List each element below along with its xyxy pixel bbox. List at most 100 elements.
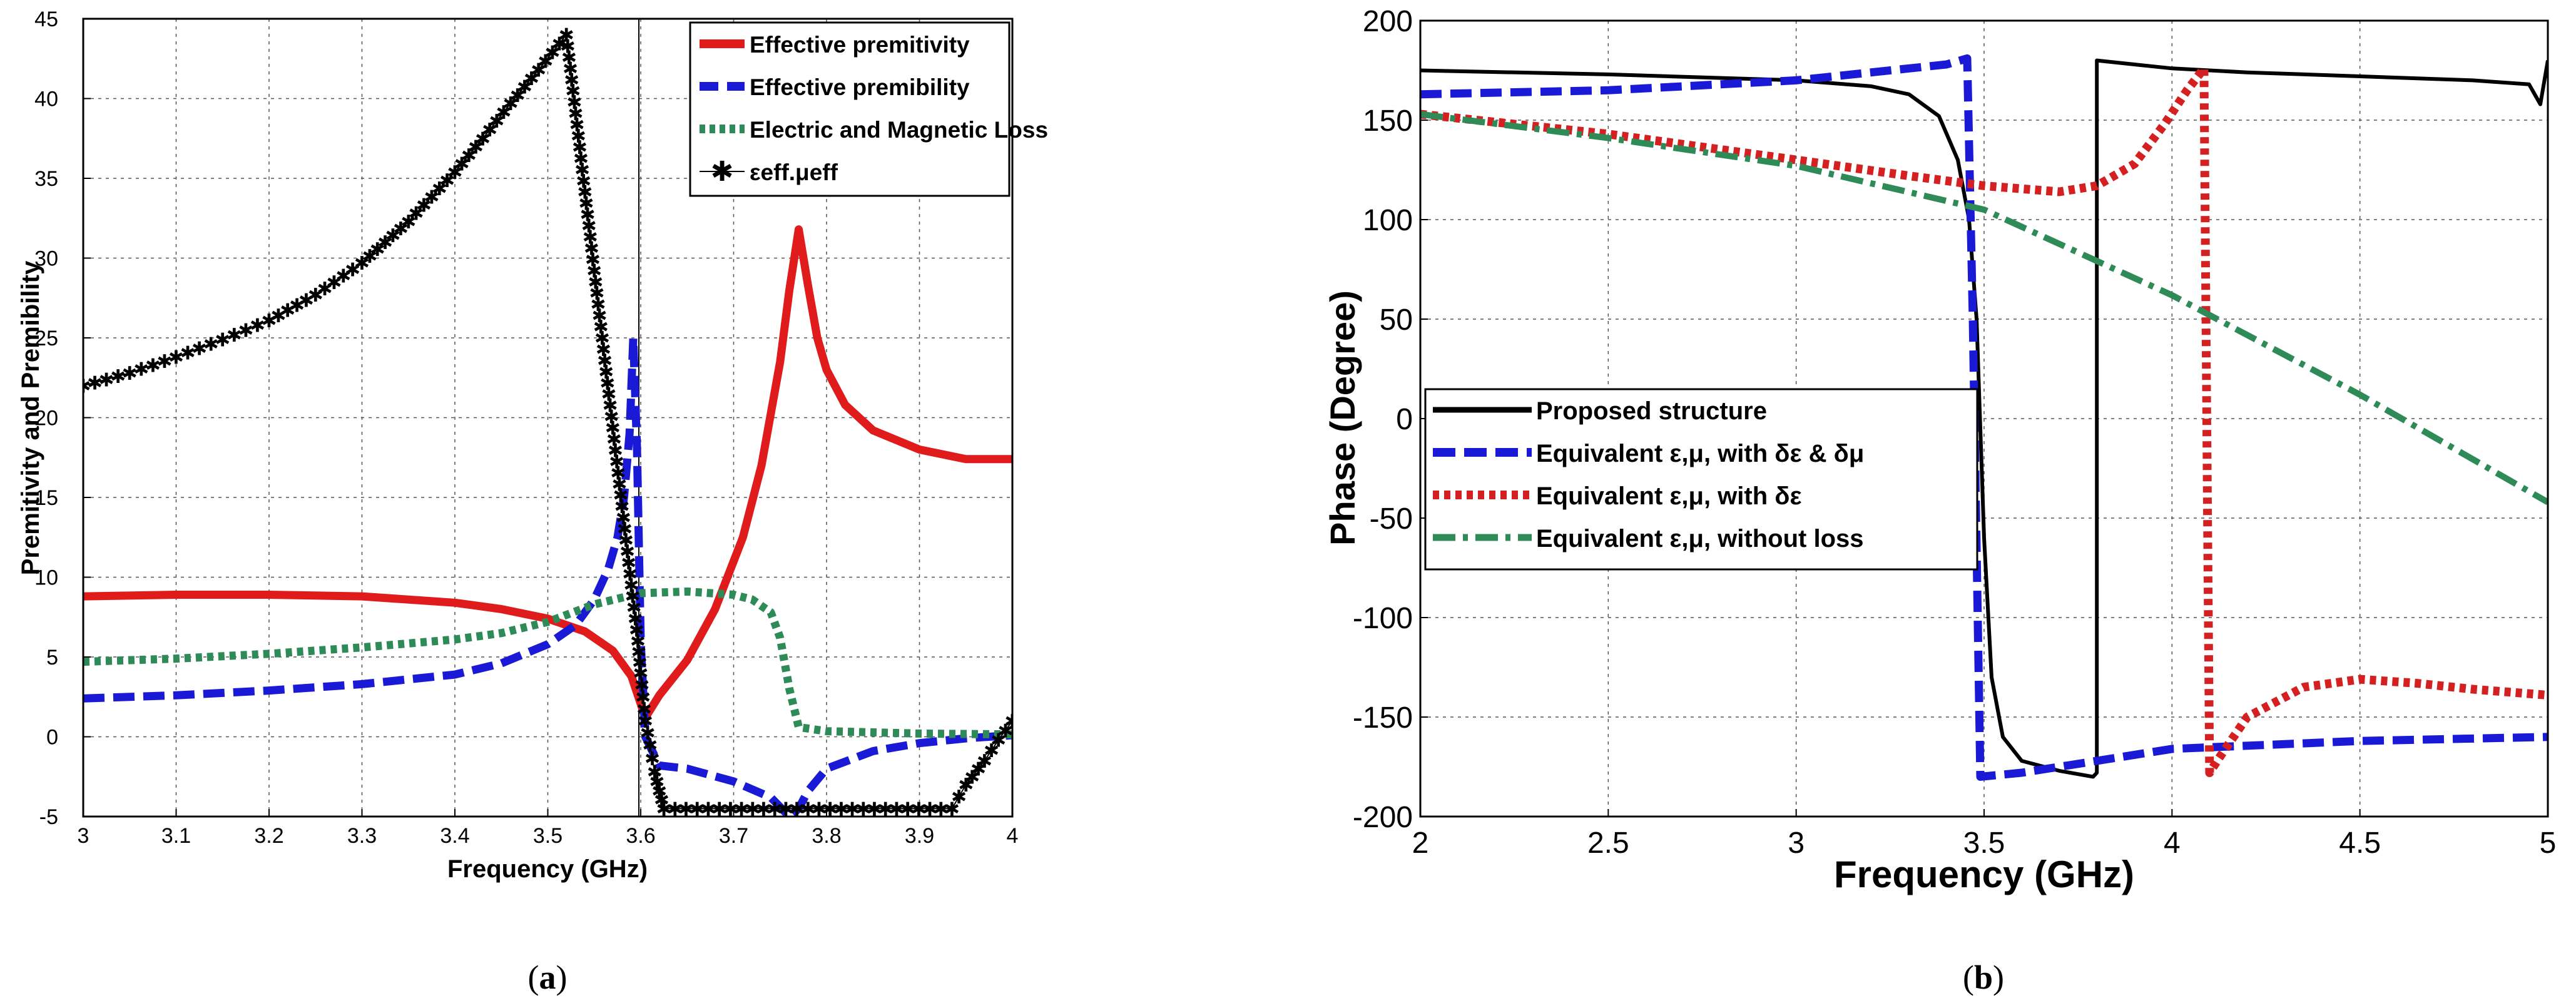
star-marker: ✱ <box>496 103 511 123</box>
star-marker: ✱ <box>958 775 974 796</box>
legend-star-icon: ✱ <box>711 156 734 187</box>
star-marker: ✱ <box>573 149 589 170</box>
star-marker: ✱ <box>654 790 669 811</box>
x-tick-label-b: 2 <box>1412 827 1429 860</box>
y-tick-label-b: 200 <box>1363 5 1413 38</box>
star-marker: ✱ <box>439 171 455 191</box>
x-tick-label-b: 2.5 <box>1587 827 1629 860</box>
star-marker: ✱ <box>568 104 583 125</box>
x-tick-label-a: 4 <box>1007 824 1019 848</box>
series-line-b-1 <box>1420 54 2548 781</box>
y-tick-label-b: 100 <box>1363 204 1413 237</box>
star-marker: ✱ <box>180 344 196 364</box>
star-marker: ✱ <box>745 799 760 820</box>
star-marker: ✱ <box>566 93 582 113</box>
star-marker: ✱ <box>944 799 960 820</box>
star-marker: ✱ <box>667 799 683 820</box>
star-marker: ✱ <box>598 362 614 383</box>
star-marker: ✱ <box>651 782 667 802</box>
star-marker: ✱ <box>87 373 103 394</box>
legend-label-eq-both: Equivalent ε,μ, with δε & δμ <box>1536 440 1864 467</box>
star-marker: ✱ <box>613 486 628 506</box>
star-marker: ✱ <box>878 799 893 820</box>
star-marker: ✱ <box>618 531 634 551</box>
star-marker: ✱ <box>690 799 705 820</box>
star-marker: ✱ <box>604 407 619 428</box>
star-marker: ✱ <box>593 317 609 338</box>
x-tick-label-a: 3.6 <box>626 824 655 848</box>
y-ticks-a: -5 0 5 10 15 20 25 30 35 40 45 <box>34 8 91 829</box>
star-marker: ✱ <box>789 799 805 820</box>
star-marker: ✱ <box>617 519 633 540</box>
star-marker: ✱ <box>308 285 323 306</box>
x-tick-label-a: 3 <box>78 824 89 848</box>
legend-label-effective-premibility: Effective premibility <box>750 74 970 100</box>
star-marker: ✱ <box>636 700 652 720</box>
star-marker: ✱ <box>588 272 603 293</box>
star-marker: ✱ <box>489 111 504 132</box>
star-marker: ✱ <box>592 306 608 327</box>
star-marker: ✱ <box>970 760 986 780</box>
legend-box-a <box>689 21 1011 197</box>
legend-label-loss: Electric and Magnetic Loss <box>750 117 1048 143</box>
star-marker: ✱ <box>191 339 207 360</box>
legend-label-eq-de: Equivalent ε,μ, with δε <box>1536 482 1802 510</box>
y-tick-label-b: -200 <box>1353 801 1413 834</box>
series-group-b <box>1420 54 2548 781</box>
star-marker: ✱ <box>503 94 519 115</box>
x-ticks-a: 3 3.1 3.2 3.3 3.4 3.5 3.6 3.7 3.8 3.9 4 <box>78 809 1019 848</box>
star-marker: ✱ <box>552 34 568 55</box>
star-marker: ✱ <box>578 194 594 215</box>
y-tick-label-b: 150 <box>1363 104 1413 138</box>
star-marker: ✱ <box>642 735 658 756</box>
legend-b: Proposed structure Equivalent ε,μ, with … <box>1424 388 1978 571</box>
star-marker: ✱ <box>560 36 576 57</box>
star-marker: ✱ <box>619 542 635 563</box>
star-marker: ✱ <box>583 228 598 248</box>
x-tick-label-b: 4 <box>2164 827 2181 860</box>
star-marker: ✱ <box>564 70 579 91</box>
star-marker: ✱ <box>99 370 115 390</box>
star-marker: ✱ <box>911 799 927 820</box>
star-marker: ✱ <box>622 564 638 585</box>
star-marker: ✱ <box>335 267 351 287</box>
star-marker: ✱ <box>409 204 424 225</box>
star-marker: ✱ <box>424 187 439 208</box>
legend-box-b <box>1424 388 1978 571</box>
star-marker: ✱ <box>576 171 591 192</box>
star-marker: ✱ <box>984 741 999 761</box>
star-marker: ✱ <box>626 598 642 619</box>
star-marker: ✱ <box>475 129 491 150</box>
x-tick-label-a: 3.5 <box>533 824 563 848</box>
star-marker: ✱ <box>630 632 646 653</box>
legend-label-effective-premitivity: Effective premitivity <box>750 32 970 58</box>
series-group-a: ✱✱✱✱✱✱✱✱✱✱✱✱✱✱✱✱✱✱✱✱✱✱✱✱✱✱✱✱✱✱✱✱✱✱✱✱✱✱✱✱… <box>83 26 1012 820</box>
x-tick-label-b: 4.5 <box>2339 827 2381 860</box>
star-marker: ✱ <box>632 653 648 674</box>
series-line-b-2 <box>1420 64 2548 777</box>
star-marker: ✱ <box>711 799 727 820</box>
star-marker: ✱ <box>606 430 622 451</box>
legend-label-proposed: Proposed structure <box>1536 397 1767 425</box>
star-marker: ✱ <box>586 261 602 282</box>
star-marker: ✱ <box>280 301 295 322</box>
star-marker: ✱ <box>145 355 161 376</box>
star-marker: ✱ <box>631 643 646 663</box>
x-tick-label-a: 3.1 <box>161 824 191 848</box>
star-marker: ✱ <box>447 163 462 183</box>
star-marker: ✱ <box>635 688 651 708</box>
star-marker: ✱ <box>596 340 611 360</box>
star-marker: ✱ <box>574 160 590 181</box>
star-marker: ✱ <box>590 295 606 315</box>
star-marker: ✱ <box>628 609 643 630</box>
star-marker: ✱ <box>580 205 596 226</box>
star-marker: ✱ <box>756 799 771 820</box>
star-marker: ✱ <box>964 767 980 788</box>
star-marker: ✱ <box>569 115 585 136</box>
star-marker: ✱ <box>227 325 242 346</box>
series-line-a-1 <box>83 333 1012 817</box>
star-marker: ✱ <box>634 676 649 696</box>
star-marker: ✱ <box>640 723 656 744</box>
star-marker: ✱ <box>605 419 621 439</box>
